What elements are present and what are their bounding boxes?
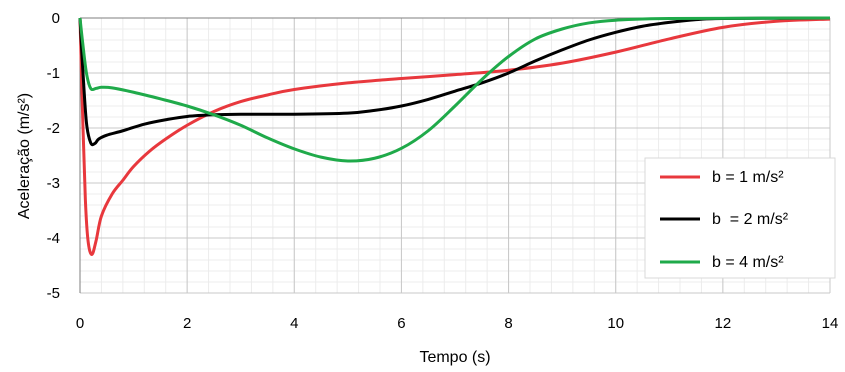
y-tick-label: -1 — [47, 65, 60, 82]
x-tick-labels: 0 2 4 6 8 10 12 14 — [76, 315, 839, 332]
y-tick-labels: 0 -1 -2 -3 -4 -5 — [47, 10, 60, 302]
y-axis-title: Aceleração (m/s²) — [16, 93, 33, 219]
y-tick-label: -3 — [47, 175, 60, 192]
x-tick-label: 14 — [822, 315, 839, 332]
series-line-2 — [78, 16, 831, 147]
y-tick-label: 0 — [52, 10, 60, 27]
legend: b = 1 m/s² b = 2 m/s² b = 4 m/s² — [644, 157, 836, 279]
y-tick-label: -4 — [47, 230, 60, 247]
x-tick-label: 4 — [290, 315, 298, 332]
x-axis-title: Tempo (s) — [419, 349, 490, 366]
y-tick-label: -2 — [47, 120, 60, 137]
x-tick-label: 0 — [76, 315, 84, 332]
x-tick-label: 6 — [397, 315, 405, 332]
series-line-3 — [78, 16, 831, 163]
x-tick-label: 2 — [183, 315, 191, 332]
x-tick-label: 8 — [504, 315, 512, 332]
legend-label-3: b = 4 m/s² — [712, 254, 784, 271]
legend-label-2: b = 2 m/s² — [712, 211, 789, 228]
x-tick-label: 10 — [607, 315, 624, 332]
y-tick-label: -5 — [47, 285, 60, 302]
series-lines — [78, 16, 831, 256]
legend-label-1: b = 1 m/s² — [712, 169, 784, 186]
x-tick-label: 12 — [715, 315, 732, 332]
